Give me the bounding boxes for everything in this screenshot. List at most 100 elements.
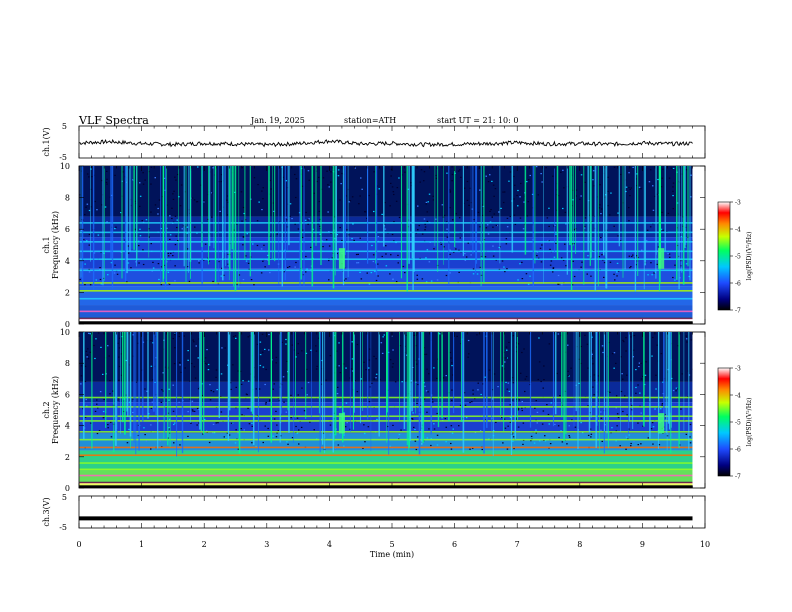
freq-tick-label: 4 <box>65 422 70 431</box>
spectrogram-noise <box>410 184 413 187</box>
spectrogram-noise <box>294 223 296 225</box>
spectrogram-noise <box>463 187 466 189</box>
spectrogram-noise <box>87 358 90 360</box>
spectrogram-noise <box>172 198 175 200</box>
colorbar-ch1-label: log(PSD)(V²/Hz) <box>746 232 753 281</box>
spectrogram-noise <box>135 261 137 263</box>
spectrogram-noise <box>118 347 121 349</box>
spectrogram-noise <box>188 280 191 282</box>
spectrogram-noise <box>368 194 370 197</box>
spectrogram-noise <box>591 357 594 359</box>
spectrogram-noise <box>259 354 262 356</box>
spectrogram-noise <box>631 409 633 411</box>
spectrogram-noise <box>139 228 141 230</box>
spectrogram-noise <box>240 383 243 385</box>
ch1-freq-tick-labels: 0 2 4 6 8 10 <box>60 162 705 329</box>
spectrogram-noise <box>506 388 509 390</box>
spectrogram-noise <box>158 199 161 201</box>
spectrogram-noise <box>586 273 588 275</box>
spectrogram-noise <box>239 370 242 372</box>
spectrogram-noise <box>649 226 652 228</box>
spectrogram-noise <box>615 440 617 442</box>
spectrogram-noise <box>526 215 529 217</box>
spectrogram-noise <box>229 382 232 384</box>
spectrogram-noise <box>394 381 397 383</box>
spectrogram-noise <box>230 422 233 424</box>
spectrogram-noise <box>106 183 108 185</box>
spectrogram-noise <box>389 205 391 207</box>
ch3-voltage-ylabel: ch.3(V) <box>42 497 51 526</box>
spectrogram-noise <box>307 219 309 221</box>
spectrogram-noise <box>85 350 88 352</box>
colorbar-tick-label: -5 <box>735 254 741 261</box>
spectrogram-noise <box>564 211 567 213</box>
spectrogram-noise <box>511 377 514 379</box>
spectrogram-noise <box>632 356 634 358</box>
spectrogram-noise <box>562 259 565 261</box>
spectrogram-noise <box>176 219 178 221</box>
spectrogram-noise <box>415 381 417 383</box>
spectrogram-noise <box>584 334 586 336</box>
spectrogram-noise <box>88 233 91 236</box>
spectrogram-noise <box>280 382 282 384</box>
spectrogram-noise <box>611 427 613 429</box>
spectrogram-noise <box>469 187 472 189</box>
spectrogram-noise <box>636 173 638 175</box>
time-tick-label: 6 <box>452 540 457 549</box>
spectrogram-noise <box>226 195 229 197</box>
spectrogram-noise <box>327 184 329 186</box>
spectrogram-noise <box>167 255 170 257</box>
spectrogram-noise <box>244 219 247 221</box>
spectrogram-noise <box>372 260 375 263</box>
spectrogram-noise <box>103 398 105 401</box>
spectrogram-noise <box>142 263 145 266</box>
spectrogram-noise <box>183 335 185 337</box>
spectrogram-noise <box>670 167 672 169</box>
spectrogram-noise <box>479 242 482 244</box>
spectrogram-noise <box>626 414 628 416</box>
spectrogram-noise <box>336 393 339 395</box>
spectrogram-noise <box>587 405 589 407</box>
spectrogram-noise <box>503 191 506 193</box>
spectrogram-noise <box>625 186 628 188</box>
spectrogram-noise <box>261 351 264 353</box>
spectrogram-noise <box>670 434 673 436</box>
spectrogram-noise <box>544 440 547 442</box>
spectrogram-noise <box>354 167 356 169</box>
spectrogram-noise <box>625 350 627 352</box>
spectrogram-noise <box>625 435 627 437</box>
spectrogram-noise <box>196 407 199 409</box>
spectrogram-noise <box>640 412 642 414</box>
spectrogram-noise <box>552 175 554 177</box>
spectrogram-noise <box>525 376 528 378</box>
spectrogram-noise <box>178 335 180 337</box>
spectrogram-noise <box>397 436 399 438</box>
spectrogram-noise <box>86 354 89 356</box>
spectrogram-noise <box>458 425 460 427</box>
spectrogram-noise <box>619 240 622 242</box>
spectrogram-noise <box>395 281 398 283</box>
spectrogram-noise <box>330 232 332 234</box>
spectrogram-noise <box>328 279 330 281</box>
spectrogram-noise <box>359 237 361 239</box>
spectrogram-noise <box>285 338 287 341</box>
spectrogram-noise <box>113 272 116 274</box>
spectrogram-noise <box>305 255 307 258</box>
spectrogram-noise <box>416 445 418 447</box>
spectrogram-noise <box>208 441 211 444</box>
spectrogram-noise <box>232 335 235 338</box>
spectrogram-noise <box>309 421 311 423</box>
spectrogram-noise <box>150 407 153 409</box>
spectrogram-noise <box>305 352 308 354</box>
spectrogram-noise <box>622 341 625 343</box>
spectrogram-noise <box>479 226 481 228</box>
spectrogram-noise <box>690 196 692 198</box>
spectrogram-noise <box>450 448 453 450</box>
spectrogram-noise <box>472 393 474 395</box>
spectrogram-noise <box>234 442 237 444</box>
spectrogram-noise <box>86 173 89 175</box>
spectrogram-noise <box>152 261 154 263</box>
spectrogram-noise <box>535 400 537 402</box>
spectrogram-noise <box>212 167 214 169</box>
